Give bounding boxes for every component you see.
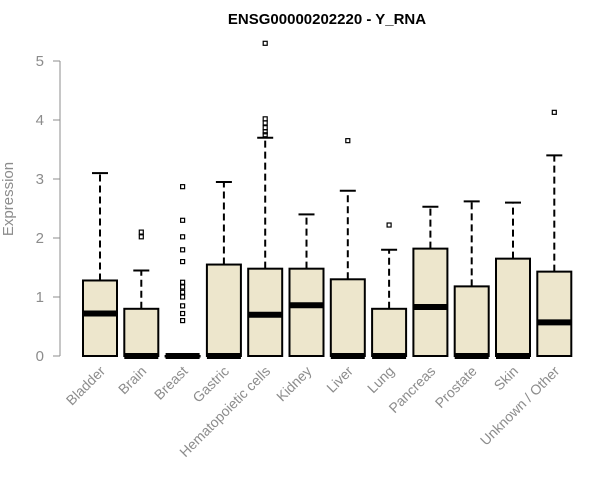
x-tick-label: Bladder — [63, 363, 109, 409]
y-axis: 0 1 2 3 4 5 — [36, 53, 61, 365]
outlier-point — [262, 125, 268, 131]
outlier-point — [180, 259, 186, 265]
y-tick-label: 4 — [36, 112, 44, 129]
outlier-point — [138, 234, 144, 240]
outlier-point — [180, 279, 186, 285]
x-tick-label: Liver — [323, 363, 356, 396]
y-tick-label: 2 — [36, 230, 44, 247]
outlier-point — [180, 318, 186, 324]
outlier-point — [180, 289, 186, 295]
box-skin — [495, 201, 531, 359]
outlier-point — [551, 109, 557, 115]
x-tick-label: Prostate — [432, 363, 480, 411]
box-iqr — [82, 279, 118, 358]
box-brain — [123, 229, 160, 359]
box-iqr — [536, 270, 573, 358]
y-tick-label: 3 — [36, 171, 44, 188]
box-pancreas — [412, 205, 449, 357]
x-tick-label: Lung — [364, 363, 397, 396]
box-gastric — [205, 180, 242, 359]
box-unknown-other — [536, 109, 573, 358]
box-prostate — [453, 200, 490, 359]
outlier-point — [180, 217, 186, 223]
box-iqr — [495, 257, 531, 357]
y-tick-label: 1 — [36, 289, 44, 306]
outlier-point — [138, 229, 144, 235]
x-tick-label: Brain — [115, 363, 149, 397]
outlier-point — [180, 234, 186, 240]
outlier-point — [180, 303, 186, 309]
y-axis-label: Expression — [0, 162, 17, 236]
box-iqr — [371, 307, 408, 357]
box-hematopoietic-cells — [247, 40, 284, 357]
outlier-point — [262, 40, 268, 46]
outlier-point — [262, 132, 268, 138]
box-liver — [329, 138, 366, 359]
outlier-point — [262, 116, 268, 122]
box-iqr — [453, 285, 490, 358]
box-kidney — [288, 213, 325, 357]
outlier-point — [262, 120, 268, 126]
box-iqr — [329, 278, 366, 357]
box-iqr — [288, 267, 325, 357]
y-tick-label: 5 — [36, 53, 44, 70]
outlier-point — [180, 247, 186, 253]
x-tick-label: Kidney — [273, 363, 315, 405]
y-tick-label: 0 — [36, 348, 44, 365]
outlier-point — [180, 310, 186, 317]
x-tick-label: Breast — [151, 363, 191, 403]
outlier-point — [180, 294, 186, 300]
outlier-point — [386, 222, 392, 228]
box-lung — [371, 222, 408, 359]
outlier-point — [180, 184, 186, 190]
outlier-point — [345, 138, 351, 144]
box-breast — [164, 184, 201, 359]
outlier-point — [180, 284, 186, 290]
box-group — [82, 40, 573, 359]
box-iqr — [205, 263, 242, 357]
x-tick-label: Skin — [491, 363, 522, 394]
box-iqr — [123, 307, 160, 357]
box-bladder — [82, 172, 118, 358]
box-iqr — [412, 247, 449, 357]
chart-title: ENSG00000202220 - Y_RNA — [228, 11, 426, 28]
